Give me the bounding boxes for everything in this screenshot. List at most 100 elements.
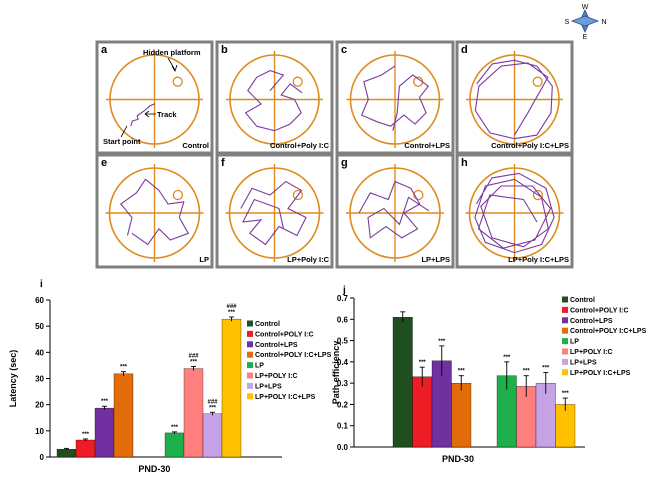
- significance-stars: ***: [562, 391, 570, 397]
- legend-label: LP+POLY I:C+LPS: [255, 394, 316, 401]
- maze-panel-g: g LP+LPS: [335, 153, 455, 269]
- y-tick-label: 0: [40, 453, 45, 462]
- panel-letter: f: [221, 157, 225, 169]
- bar: [75, 439, 96, 458]
- significance-stars: ***: [542, 366, 550, 372]
- legend-label: LP: [255, 363, 264, 370]
- maze-panel-f: f LP+Poly I:C: [215, 153, 334, 269]
- maze-panels: a Control b Control+Poly I:C c Control+LPS d Co…: [95, 40, 574, 269]
- panel-letter: c: [341, 44, 347, 56]
- start-point-arrow: [120, 125, 128, 138]
- x-axis-label: PND-30: [138, 464, 170, 474]
- maze-panel-b: b Control+Poly I:C: [215, 40, 334, 155]
- compass-s: S: [565, 19, 570, 26]
- legend-swatch: [562, 338, 568, 345]
- compass-e: E: [583, 34, 588, 40]
- legend-label: Control+POLY I:C+LPS: [255, 352, 332, 359]
- legend-swatch: [562, 348, 568, 355]
- bar: [56, 448, 77, 458]
- swim-track: [474, 59, 553, 140]
- bar: [164, 432, 185, 458]
- hidden-platform-arrow: [167, 57, 176, 71]
- hidden-platform-label: Hidden platform: [143, 48, 201, 57]
- swim-track: [130, 103, 156, 127]
- bar: [451, 382, 472, 448]
- hidden-platform: [413, 189, 424, 201]
- panel-caption: Control+Poly I:C: [270, 141, 330, 150]
- compass-n: N: [601, 19, 606, 26]
- bar: [183, 368, 204, 458]
- bar: [113, 373, 134, 458]
- compass-rose: W E S N: [565, 4, 607, 40]
- legend-label: LP+POLY I:C: [255, 373, 298, 380]
- path-efficiency-chart: j 0.0 0.1 0.2 0.3 0.4 0.5 0.6 0.7 Path efficiency…: [331, 285, 647, 464]
- hidden-platform: [292, 189, 304, 201]
- swim-track: [358, 180, 430, 239]
- legend-swatch: [247, 393, 253, 400]
- panel-letter: a: [101, 44, 108, 56]
- hidden-platform: [172, 76, 183, 87]
- y-tick-label: 60: [35, 296, 44, 305]
- legend-label: Control: [255, 321, 280, 328]
- legend-swatch: [562, 327, 568, 334]
- hidden-platform: [292, 76, 303, 87]
- legend-label: LP: [570, 339, 579, 346]
- compass-w: W: [582, 4, 589, 11]
- significance-stars: ***: [228, 310, 236, 316]
- legend-swatch: [562, 306, 568, 313]
- legend-label: LP+POLY I:C: [570, 349, 613, 356]
- significance-stars: ***: [438, 339, 446, 345]
- y-axis-label: Path efficiency: [331, 341, 341, 405]
- significance-stars: ***: [101, 399, 109, 405]
- y-tick-label: 0.7: [337, 294, 349, 303]
- panel-caption: Control: [182, 141, 209, 150]
- panel-caption: LP+Poly I:C+LPS: [508, 255, 569, 264]
- y-tick-label: 0.3: [337, 379, 349, 388]
- bar: [94, 407, 115, 458]
- panel-caption: LP+LPS: [421, 255, 450, 264]
- legend-label: Control: [570, 297, 595, 304]
- y-tick-label: 20: [35, 401, 44, 410]
- chart-panel-letter: j: [342, 285, 346, 296]
- hidden-platform: [532, 189, 544, 201]
- hidden-platform: [532, 76, 543, 87]
- y-tick-label: 50: [35, 322, 44, 331]
- legend-swatch: [562, 317, 568, 324]
- legend-label: LP+LPS: [255, 383, 282, 390]
- panel-letter: h: [461, 157, 468, 169]
- hidden-platform: [172, 189, 184, 201]
- maze-panel-e: e LP: [95, 153, 214, 269]
- significance-stars: ***: [523, 369, 531, 375]
- bar-charts: i 0 10 20 30 40 50 60 Latency (sec) PND-30 *** *** *…: [8, 279, 647, 474]
- track-label: Track: [157, 110, 177, 119]
- panel-letter: d: [461, 44, 468, 56]
- legend-label: LP+LPS: [570, 359, 597, 366]
- legend-label: Control+LPS: [570, 318, 613, 325]
- legend-swatch: [247, 320, 253, 327]
- latency-chart: i 0 10 20 30 40 50 60 Latency (sec) PND-30 *** *** *…: [8, 279, 332, 474]
- legend-swatch: [247, 372, 253, 379]
- y-tick-label: 10: [35, 427, 44, 436]
- significance-stars: ***: [190, 359, 198, 365]
- significance-stars: ***: [503, 355, 511, 361]
- significance-stars: ***: [209, 405, 217, 411]
- swim-track: [360, 65, 430, 131]
- legend-swatch: [247, 362, 253, 369]
- maze-panel-a: a Control: [95, 40, 214, 155]
- swim-track: [240, 180, 307, 246]
- swim-track: [119, 178, 190, 246]
- y-tick-label: 0.1: [337, 422, 349, 431]
- legend-swatch: [247, 341, 253, 348]
- significance-stars: ***: [458, 369, 466, 375]
- maze-panel-c: c Control+LPS: [335, 40, 455, 155]
- legend-swatch: [562, 369, 568, 376]
- panel-letter: g: [341, 157, 348, 169]
- panel-caption: LP: [199, 255, 209, 264]
- legend-label: Control+POLY I:C+LPS: [570, 328, 647, 335]
- start-point-label: Start point: [103, 137, 141, 146]
- significance-hashes: ###: [226, 304, 237, 310]
- significance-stars: ***: [419, 360, 427, 366]
- bar: [221, 318, 242, 458]
- bar: [412, 376, 433, 448]
